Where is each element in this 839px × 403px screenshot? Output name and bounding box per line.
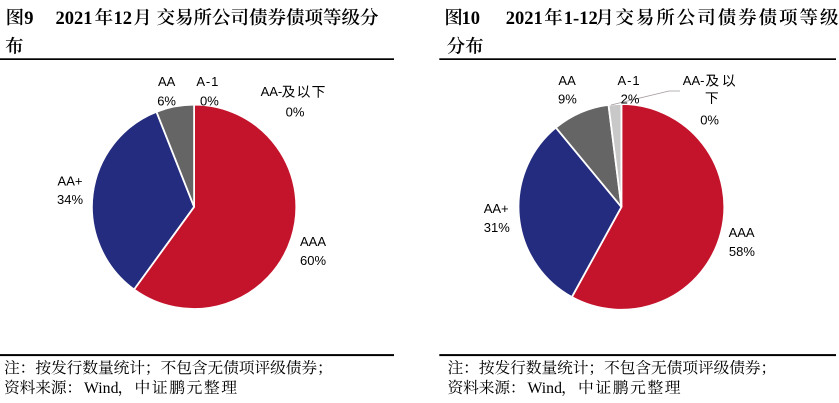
svg-text:A-1: A-1 bbox=[618, 73, 641, 88]
svg-text:AAA: AAA bbox=[729, 225, 755, 240]
svg-text:10: 10 bbox=[462, 9, 481, 29]
svg-text:0%: 0% bbox=[286, 105, 305, 120]
svg-text:9: 9 bbox=[24, 9, 33, 29]
svg-text:AA: AA bbox=[558, 73, 576, 88]
svg-text:Wind: Wind bbox=[528, 380, 563, 397]
svg-text:Wind: Wind bbox=[84, 380, 119, 397]
svg-text:AA-: AA- bbox=[683, 73, 705, 88]
svg-text:0%: 0% bbox=[200, 94, 219, 109]
svg-text:0%: 0% bbox=[700, 113, 719, 128]
svg-text:6%: 6% bbox=[157, 94, 176, 109]
svg-text:AA: AA bbox=[158, 74, 176, 89]
svg-text:9%: 9% bbox=[558, 92, 577, 107]
svg-text:60%: 60% bbox=[300, 253, 326, 268]
svg-text:AA+: AA+ bbox=[484, 201, 509, 216]
svg-text:A-1: A-1 bbox=[196, 74, 219, 89]
svg-text:2021: 2021 bbox=[506, 9, 543, 29]
svg-text:2%: 2% bbox=[621, 92, 640, 107]
svg-text:AA-: AA- bbox=[261, 84, 283, 99]
svg-text:1-12: 1-12 bbox=[564, 9, 598, 29]
svg-text:2021: 2021 bbox=[56, 9, 93, 29]
svg-text:58%: 58% bbox=[729, 244, 755, 259]
svg-text:31%: 31% bbox=[484, 220, 510, 235]
svg-text:AA+: AA+ bbox=[58, 173, 83, 188]
svg-text:12: 12 bbox=[114, 9, 133, 29]
svg-text:34%: 34% bbox=[57, 192, 83, 207]
svg-text:AAA: AAA bbox=[300, 234, 326, 249]
